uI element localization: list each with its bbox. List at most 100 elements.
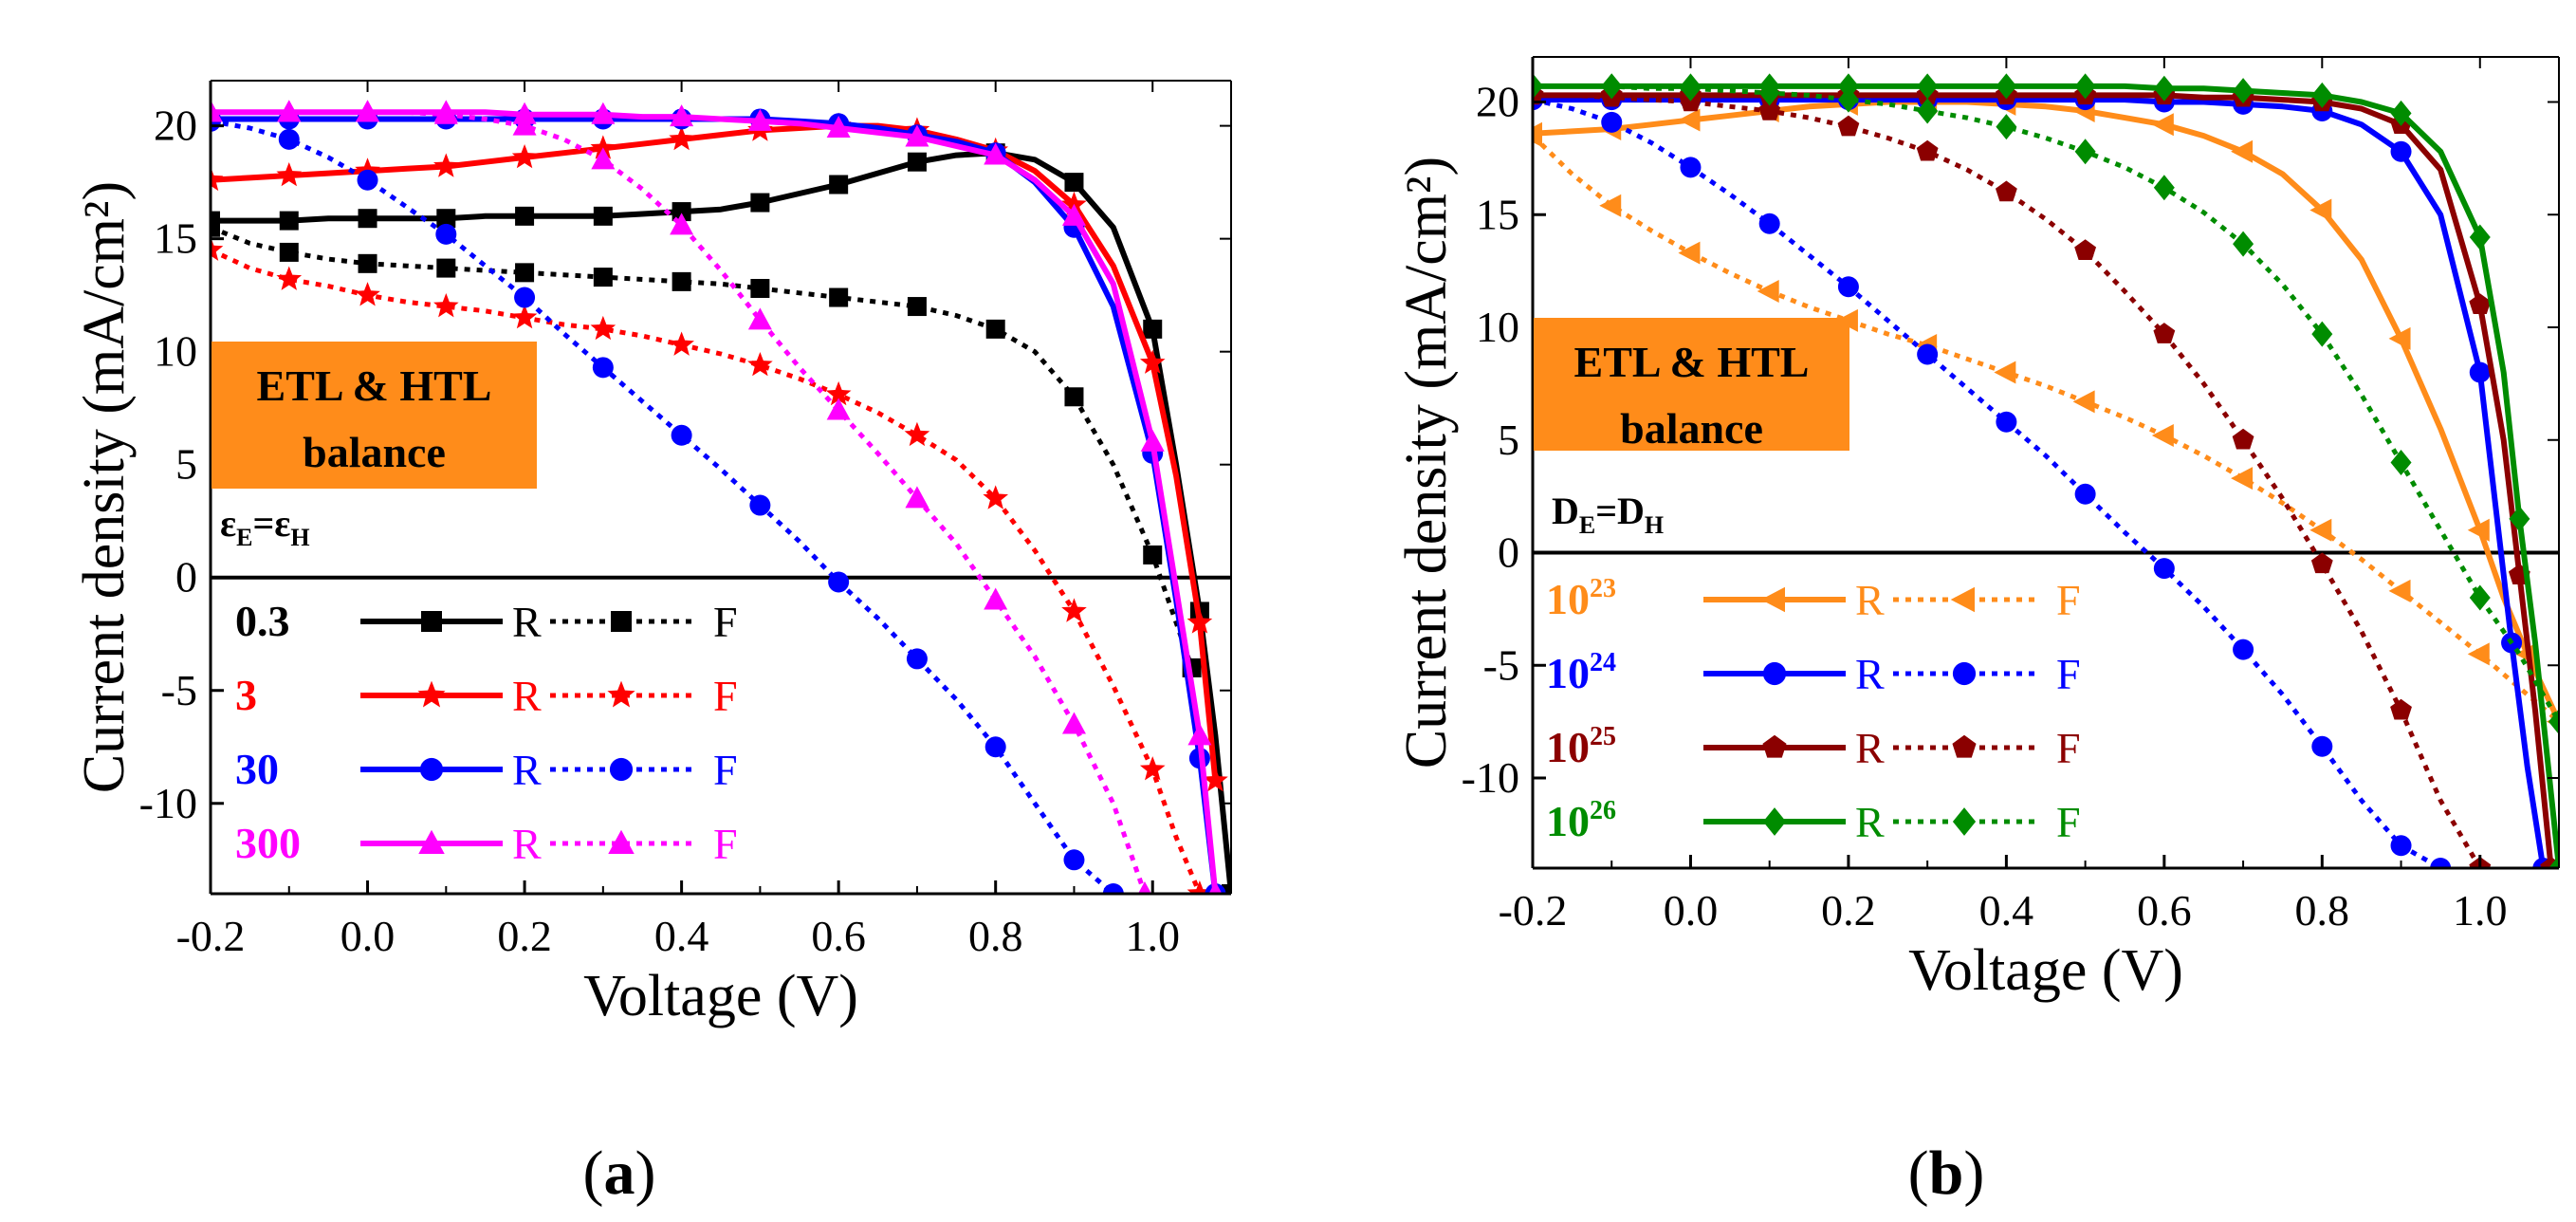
data-point — [1061, 191, 1087, 216]
data-point — [672, 202, 691, 222]
condition-main: D — [1552, 490, 1579, 532]
data-point — [2430, 858, 2452, 868]
legend-marker-r — [1762, 807, 1787, 836]
series-0-3-f — [211, 217, 1202, 677]
x-tick-label: 0.0 — [1664, 886, 1719, 935]
data-point — [750, 279, 770, 299]
data-point — [358, 253, 377, 273]
data-point — [1061, 712, 1086, 734]
data-point — [1837, 86, 1859, 113]
legend-label: 1025 — [1546, 722, 1616, 771]
condition-sub: E — [236, 524, 252, 551]
data-point — [2231, 139, 2254, 163]
legend-r: R — [1855, 724, 1885, 772]
chart-b: -0.2 0.0 0.2 0.4 0.6 0.8 1.0 -10 -5 0 5 10 15 20 Volta… — [1394, 56, 2560, 1003]
data-point — [1143, 545, 1163, 565]
y-tick-label: -10 — [1462, 753, 1519, 802]
data-point — [1757, 280, 1779, 303]
legend-f: F — [713, 746, 738, 794]
series-300-f — [211, 100, 1152, 894]
data-point — [2153, 558, 2175, 580]
data-point — [1187, 723, 1212, 746]
data-point — [432, 153, 459, 177]
legend-r: R — [1855, 650, 1885, 698]
data-point — [590, 135, 616, 159]
data-point — [2388, 579, 2411, 602]
data-point — [2153, 323, 2176, 343]
data-point — [1996, 114, 2017, 140]
data-point — [1599, 194, 1622, 217]
condition-sub2: H — [1645, 511, 1664, 539]
legend-f: F — [2056, 724, 2081, 772]
y-tick-label: 10 — [1476, 303, 1519, 351]
data-point — [984, 587, 1008, 610]
legend-marker-f — [609, 757, 634, 782]
y-tick-label: 10 — [154, 327, 197, 376]
series-30-f — [211, 110, 1124, 894]
annotation-line: ETL & HTL — [1574, 338, 1810, 386]
data-point — [1837, 115, 1860, 137]
series-10-26-r — [1533, 73, 2559, 868]
x-tick-label: 0.6 — [2137, 886, 2192, 935]
legend-label: 300 — [235, 819, 301, 867]
x-tick-label: 1.0 — [1125, 912, 1180, 960]
data-point — [432, 293, 459, 318]
data-point — [357, 169, 378, 191]
data-point — [515, 263, 535, 283]
data-point — [2309, 198, 2332, 222]
data-point — [826, 398, 851, 420]
data-point — [2074, 239, 2097, 260]
legend-f: F — [713, 672, 738, 720]
data-point — [2467, 518, 2490, 542]
data-point — [2390, 450, 2412, 475]
data-point — [1533, 73, 1543, 100]
data-point — [1601, 111, 1623, 133]
data-point — [1187, 609, 1213, 634]
data-point — [2311, 82, 2333, 108]
legend-marker-f — [1952, 661, 1977, 686]
data-point — [511, 143, 538, 169]
figure-label-b-letter: b — [1929, 1139, 1964, 1208]
data-point — [2232, 428, 2254, 450]
condition-label: εE=εH — [220, 502, 310, 551]
data-point — [591, 102, 616, 124]
legend-marker-f — [608, 829, 635, 854]
data-point — [435, 223, 457, 245]
x-tick-label: 0.8 — [2295, 886, 2350, 935]
legend-r: R — [512, 820, 542, 868]
data-point — [278, 128, 300, 150]
legend-label: 1023 — [1546, 574, 1616, 623]
data-point — [1917, 98, 1939, 124]
data-point — [1061, 203, 1086, 226]
legend-base: 10 — [1546, 575, 1590, 623]
data-point — [1102, 883, 1124, 894]
data-point — [1139, 756, 1166, 781]
data-point — [826, 115, 851, 138]
data-point — [750, 193, 770, 213]
condition-sub: E — [1579, 511, 1595, 539]
data-point — [1917, 73, 1939, 100]
x-tick-label: 0.2 — [1821, 886, 1876, 935]
legend-marker-r — [417, 680, 446, 708]
data-point — [829, 175, 849, 194]
data-point — [2390, 140, 2412, 162]
data-point — [1064, 173, 1084, 193]
y-tick-label: 5 — [175, 440, 197, 489]
legend-label: 0.3 — [235, 597, 290, 645]
legend-r: R — [512, 598, 542, 646]
data-point — [749, 494, 771, 516]
series-10-26-f — [1533, 73, 2559, 735]
data-point — [276, 266, 303, 290]
data-point — [1996, 73, 2017, 100]
data-point — [279, 211, 299, 231]
data-point — [2153, 175, 2175, 201]
data-point — [355, 282, 380, 306]
data-point — [356, 100, 380, 122]
y-tick-label: 20 — [1476, 78, 1519, 126]
data-point — [2469, 361, 2491, 383]
series-line — [211, 119, 1115, 894]
data-point — [985, 319, 1005, 339]
legend-marker-f — [607, 680, 635, 708]
data-point — [1137, 881, 1152, 894]
data-point — [2151, 113, 2174, 137]
